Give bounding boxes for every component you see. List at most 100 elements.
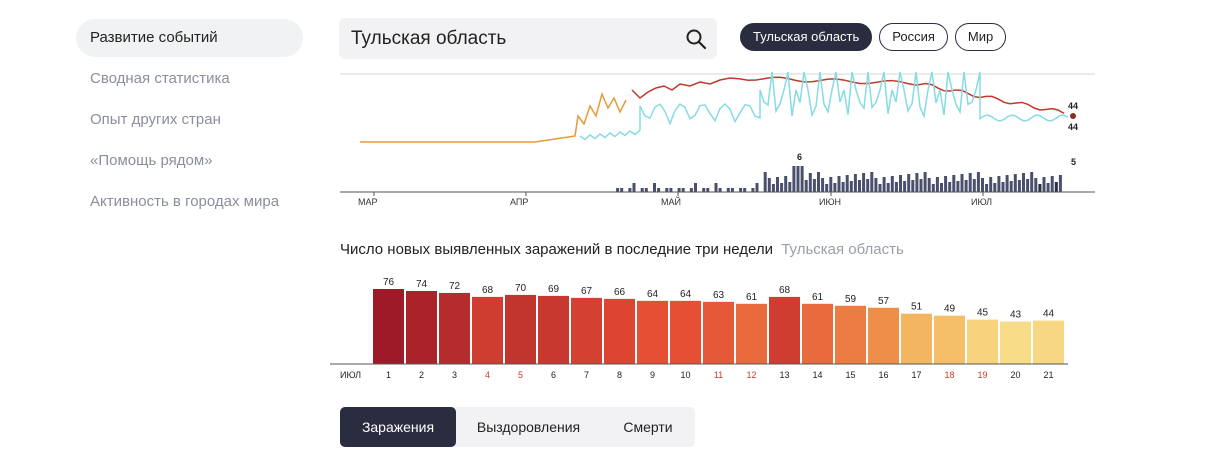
timeline-bar	[952, 175, 956, 192]
bar-day-19	[967, 319, 998, 364]
timeline-bar	[718, 188, 722, 192]
cumulative-line	[631, 76, 1065, 115]
timeline-bar	[833, 183, 837, 192]
timeline-bar	[935, 177, 939, 192]
bar-value-label: 57	[878, 296, 890, 307]
bar-tick-label: 6	[551, 370, 556, 380]
timeline-bar	[972, 179, 976, 192]
bar-day-15	[835, 305, 866, 364]
bar-tick-label: 20	[1010, 370, 1020, 380]
region-pill-world[interactable]: Мир	[954, 23, 1007, 51]
timeline-bar	[640, 188, 644, 192]
timeline-bar	[1046, 183, 1050, 192]
timeline-bar	[821, 178, 825, 192]
timeline-bar	[1026, 179, 1030, 192]
timeline-bar	[890, 176, 894, 192]
tab-deaths[interactable]: Смерти	[623, 419, 673, 435]
timeline-bar	[968, 173, 972, 192]
bar-value-label: 45	[977, 308, 989, 319]
search-icon[interactable]	[685, 28, 707, 50]
timeline-bar	[616, 188, 620, 192]
region-pill-russia[interactable]: Россия	[879, 23, 948, 51]
bar-tick-label: 13	[779, 370, 789, 380]
timeline-bar	[817, 172, 820, 192]
bar-value-label: 64	[647, 289, 659, 300]
bar-chart-month-label: ИЮЛ	[340, 370, 361, 380]
sidebar-item-other-countries[interactable]: Опыт других стран	[90, 111, 221, 128]
timeline-bar	[689, 188, 693, 192]
tab-infections[interactable]: Заражения	[340, 407, 456, 447]
bar-tick-label: 8	[617, 370, 622, 380]
timeline-bar	[944, 176, 948, 192]
timeline-bar	[866, 179, 870, 192]
timeline-bar	[1009, 181, 1013, 192]
search-input[interactable]	[351, 18, 671, 59]
timeline-bar	[849, 181, 853, 192]
timeline-bar	[665, 188, 669, 192]
bar-day-4	[472, 296, 503, 364]
bar-value-label: 68	[779, 285, 791, 296]
timeline-bar	[841, 182, 845, 192]
bar-day-21	[1033, 320, 1064, 364]
timeline-bar	[1030, 172, 1034, 192]
sidebar-item-city-activity[interactable]: Активность в городах мира	[90, 193, 280, 210]
timeline-bar	[800, 166, 804, 192]
timeline-bar	[812, 179, 816, 192]
bar-value-label: 61	[812, 292, 824, 303]
bar-day-6	[538, 295, 569, 364]
bar-day-14	[802, 303, 833, 364]
timeline-bar	[780, 183, 784, 192]
timeline-bar	[976, 172, 980, 192]
bar-day-20	[1000, 321, 1031, 364]
timeline-bar	[784, 176, 788, 192]
chart-title: Число новых выявленных заражений в после…	[340, 241, 904, 258]
timeline-bar	[796, 166, 800, 192]
timeline-bar	[894, 182, 898, 192]
bar-day-1	[373, 289, 404, 364]
timeline-bar	[899, 175, 902, 192]
timeline-bar	[985, 184, 989, 192]
timeline-bar	[763, 172, 767, 192]
timeline-bar	[657, 188, 661, 192]
bar-day-16	[868, 307, 899, 364]
line-end-label-cyan: 44	[1068, 122, 1078, 132]
bar-tick-label: 17	[911, 370, 921, 380]
tab-recoveries[interactable]: Выздоровления	[476, 419, 581, 435]
bar-day-7	[571, 297, 602, 364]
timeline-bar	[1001, 182, 1005, 192]
bar-value-label: 66	[614, 287, 626, 298]
timeline-bar	[743, 188, 747, 192]
timeline-bar	[726, 188, 730, 192]
bars-peak-label: 6	[797, 152, 802, 162]
timeline-bar	[1013, 174, 1017, 192]
timeline-bar	[989, 177, 993, 192]
timeline-bar	[677, 188, 681, 192]
bar-tick-label: 11	[714, 370, 723, 380]
timeline-bar	[702, 188, 706, 192]
timeline-bar	[739, 188, 743, 192]
region-pill-tula[interactable]: Тульская область	[740, 23, 873, 51]
timeline-bar	[792, 166, 796, 192]
timeline-chart: МАР АПР МАЙ ИЮН ИЮЛ 44 44 6 5	[340, 72, 1095, 207]
bar-tick-label: 3	[452, 370, 457, 380]
sidebar-item-help-nearby[interactable]: «Помощь рядом»	[90, 152, 213, 169]
bar-day-8	[604, 298, 635, 364]
timeline-bar	[931, 184, 935, 192]
sidebar-item-events[interactable]: Развитие событий	[76, 19, 303, 57]
bar-day-17	[901, 313, 932, 364]
cumulative-line-early	[360, 91, 627, 143]
timeline-bar	[1022, 173, 1025, 192]
bar-day-10	[670, 300, 701, 364]
timeline-bar	[1005, 175, 1009, 192]
month-label-apr: АПР	[510, 197, 528, 207]
bar-value-label: 69	[548, 284, 560, 295]
bar-tick-label: 9	[650, 370, 655, 380]
bar-tick-label: 15	[845, 370, 855, 380]
bar-value-label: 72	[449, 281, 461, 292]
month-label-jun: ИЮН	[819, 197, 841, 207]
timeline-bar	[767, 178, 771, 192]
sidebar-item-summary[interactable]: Сводная статистика	[90, 70, 230, 87]
month-label-jul: ИЮЛ	[971, 197, 992, 207]
bar-day-2	[406, 290, 437, 364]
